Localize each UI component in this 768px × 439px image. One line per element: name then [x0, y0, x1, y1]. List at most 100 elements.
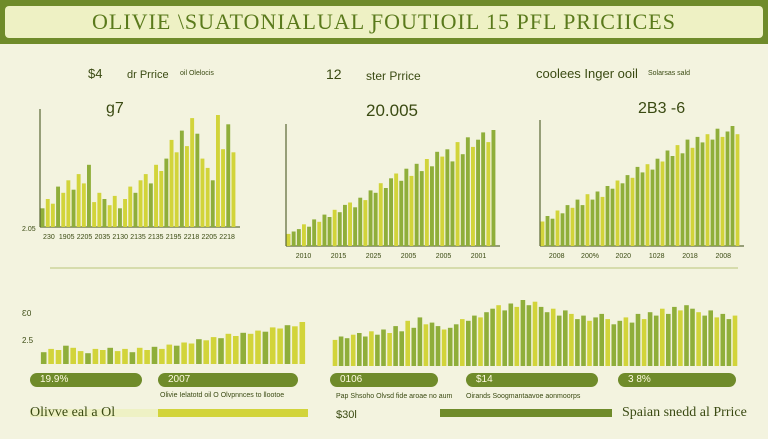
- chart5-bar: [502, 310, 507, 366]
- chart2-bar: [327, 217, 332, 246]
- chart5-bar: [350, 334, 356, 366]
- chart2-bar: [296, 229, 301, 246]
- chart2-bar: [399, 180, 404, 247]
- chart1-x-tick: 230: [43, 234, 55, 241]
- chart2-bar: [317, 221, 322, 246]
- chart4-bar: [48, 348, 54, 364]
- chart2-header-title: ster Prrice: [366, 69, 421, 83]
- chart4-bar: [129, 352, 136, 364]
- chart4-bar: [136, 347, 143, 364]
- chart4-bar: [144, 350, 150, 364]
- chart5-bar: [387, 333, 392, 366]
- chart5-bar: [460, 319, 465, 366]
- chart1-bar: [61, 192, 66, 227]
- chart2-bar: [343, 204, 347, 246]
- stat-pill-3: 0106: [330, 373, 438, 387]
- chart4-bar: [218, 338, 224, 364]
- chart4-bar: [122, 348, 128, 364]
- chart3-x-tick: 2020: [616, 253, 632, 260]
- chart1-bar: [97, 192, 102, 227]
- chart2-bar: [414, 163, 419, 246]
- chart1-header-sub: oil Olelocis: [180, 70, 214, 77]
- chart5-bar: [478, 317, 483, 366]
- chart5-bar: [484, 312, 489, 366]
- chart1-x-tick: 2205: [202, 234, 218, 241]
- chart2-bar: [348, 202, 352, 246]
- chart4-bar: [247, 333, 254, 364]
- chart2-bar: [368, 190, 373, 246]
- chart4-bar: [188, 343, 195, 364]
- chart4-y-tick: Ɛ0: [22, 309, 32, 318]
- chart3-bar: [545, 216, 550, 246]
- chart4-bar: [225, 333, 232, 364]
- chart3-bar: [555, 210, 560, 246]
- chart2-bar: [455, 142, 460, 246]
- chart1-x-tick: 2195: [166, 234, 182, 241]
- chart2-x-tick: 2010: [296, 253, 312, 260]
- chart4-bar: [92, 348, 99, 364]
- chart3-bar: [705, 134, 710, 246]
- chart3-bar: [720, 136, 725, 246]
- chart1-bar: [174, 152, 179, 227]
- chart5-bar: [375, 334, 380, 366]
- chart5-bar: [587, 320, 592, 366]
- chart5-bar: [678, 310, 683, 366]
- chart3-bar: [650, 169, 655, 246]
- chart5-bar: [726, 319, 732, 366]
- chart2-bar: [404, 168, 409, 246]
- chart2-bar: [481, 132, 486, 246]
- chart2-bar: [302, 224, 306, 247]
- chart3-bar: [685, 139, 690, 246]
- chart3-bar: [630, 177, 635, 246]
- chart2-bar: [383, 188, 388, 246]
- chart5-bar: [399, 331, 404, 366]
- chart2-bar: [491, 130, 496, 246]
- chart1-bar: [81, 183, 86, 227]
- chart4-bar: [173, 345, 180, 364]
- chart3-value-label: 2B3 -6: [638, 100, 686, 117]
- chart5-bar: [338, 336, 344, 366]
- chart5-bar: [666, 313, 671, 366]
- chart5-bar: [381, 329, 386, 366]
- chart3-bar: [635, 166, 640, 246]
- chart1-x-tick: 2218: [184, 234, 200, 241]
- chart1-bar: [71, 189, 76, 227]
- chart5-bar: [599, 313, 604, 366]
- chart1-x-tick: 2135: [148, 234, 164, 241]
- chart2-bar: [409, 175, 414, 246]
- chart1-x-tick: 2035: [95, 234, 111, 241]
- chart3-bar: [550, 218, 555, 246]
- chart5-bar: [538, 306, 544, 366]
- chart1-x-tick: 2205: [77, 234, 93, 241]
- chart5-bar: [357, 333, 362, 366]
- chart5-bar: [569, 313, 574, 366]
- page-title: OLIVIE \SUATONIALUAL ƑOUTIOIL 15 PFL PRI…: [92, 9, 676, 34]
- chart3-x-tick: 200%: [581, 253, 599, 260]
- chart1-bar: [128, 186, 133, 227]
- chart5-bar: [332, 339, 338, 366]
- chart5-bar: [672, 306, 677, 366]
- chart3-bar: [655, 158, 660, 246]
- chart3-bar: [615, 180, 620, 246]
- chart5-bar: [411, 327, 417, 366]
- chart2-bar: [373, 192, 378, 246]
- chart3-bar: [590, 199, 595, 246]
- chart3-x-tick: 2018: [682, 253, 698, 260]
- chart4-bar: [77, 351, 84, 364]
- chart1-bar: [216, 115, 220, 227]
- chart5-bar: [563, 310, 568, 366]
- chart3-bar: [660, 161, 665, 246]
- chart3-bar: [610, 188, 615, 246]
- chart1-bar: [190, 118, 195, 227]
- chart3-x-tick: 1028: [649, 253, 665, 260]
- chart3-bar: [585, 194, 590, 246]
- stat-pill-4: $14: [466, 373, 598, 387]
- chart4-bar: [151, 346, 158, 364]
- chart5-legend: Oirands Soogmantaavoe aonmoorps: [466, 393, 581, 400]
- chart1-bar: [107, 205, 112, 227]
- chart3-bar: [735, 134, 740, 246]
- chart5-bar: [647, 312, 653, 366]
- chart1-bar: [76, 174, 81, 227]
- chart2-bar: [424, 159, 429, 246]
